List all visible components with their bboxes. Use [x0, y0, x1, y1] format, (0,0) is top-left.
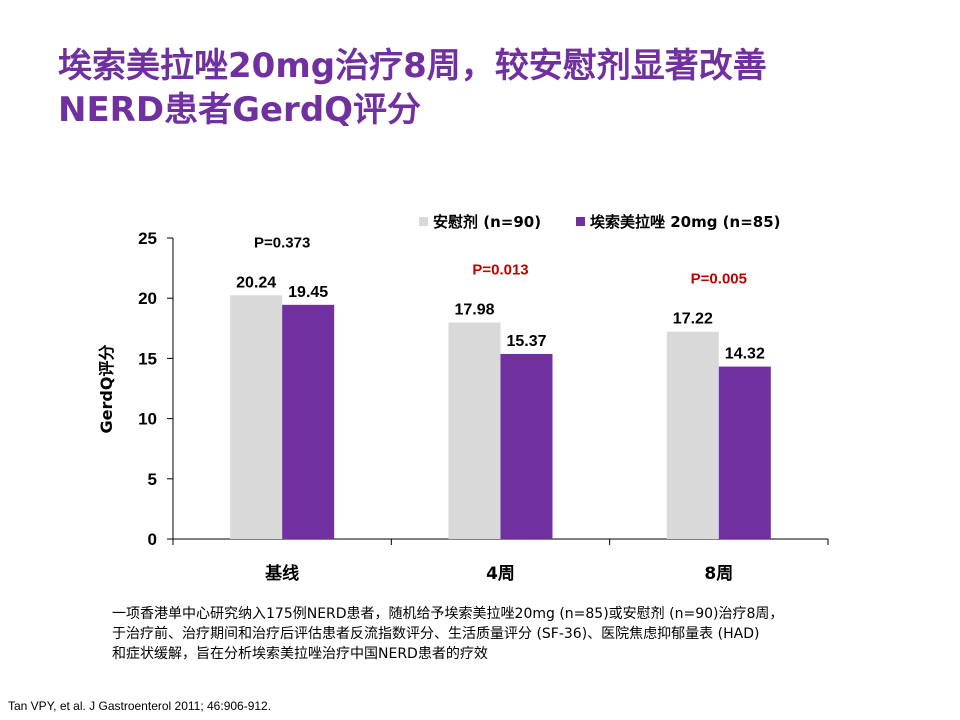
- citation: Tan VPY, et al. J Gastroenterol 2011; 46…: [8, 699, 272, 713]
- data-label: 15.37: [506, 333, 546, 350]
- bar-series-2: [718, 366, 771, 539]
- y-tick-label: 5: [148, 470, 157, 489]
- y-tick-label: 15: [138, 349, 157, 368]
- bar-series-1: [666, 331, 719, 539]
- y-axis-label: GerdQ评分: [97, 345, 116, 434]
- study-description-line-2: 于治疗前、治疗期间和治疗后评估患者反流指数评分、生活质量评分 (SF-36)、医…: [112, 626, 760, 642]
- gerdq-bar-chart: 0 5 10 15 20 25 GerdQ评分 20.24 19.45 基线 P=0.373 17.9…: [97, 213, 829, 584]
- bar-series-2: [500, 353, 553, 539]
- legend-swatch-1: [419, 217, 428, 226]
- bar-series-1: [230, 295, 283, 539]
- p-value-label: P=0.005: [691, 271, 747, 288]
- p-value-label: P=0.013: [472, 262, 528, 279]
- data-label: 14.32: [725, 346, 765, 363]
- y-tick-label: 0: [148, 530, 157, 549]
- x-category-label: 基线: [264, 563, 299, 584]
- data-label: 17.98: [454, 302, 494, 319]
- bar-series-2: [282, 304, 335, 539]
- data-label: 20.24: [236, 274, 276, 291]
- p-value-label: P=0.373: [254, 234, 310, 251]
- data-label: 19.45: [288, 284, 328, 301]
- study-description: 一项香港单中心研究纳入175例NERD患者，随机给予埃索美拉唑20mg (n=8…: [112, 604, 872, 664]
- slide-title: 埃索美拉唑20mg治疗8周，较安慰剂显著改善 NERD患者GerdQ评分: [58, 44, 918, 132]
- y-tick-label: 10: [138, 410, 157, 429]
- title-line-2: NERD患者GerdQ评分: [58, 90, 422, 130]
- bar-series-1: [448, 322, 501, 539]
- title-line-1: 埃索美拉唑20mg治疗8周，较安慰剂显著改善: [58, 46, 767, 86]
- legend-label-2: 埃索美拉唑 20mg (n=85): [590, 213, 781, 231]
- legend-swatch-2: [576, 217, 585, 226]
- x-category-label: 4周: [486, 564, 515, 584]
- data-label: 17.22: [673, 311, 713, 328]
- y-tick-label: 20: [138, 289, 157, 308]
- legend-label-1: 安慰剂 (n=90): [433, 213, 541, 231]
- x-category-label: 8周: [704, 564, 733, 584]
- study-description-line-1: 一项香港单中心研究纳入175例NERD患者，随机给予埃索美拉唑20mg (n=8…: [112, 606, 784, 622]
- study-description-line-3: 和症状缓解，旨在分析埃索美拉唑治疗中国NERD患者的疗效: [112, 646, 488, 662]
- y-tick-label: 25: [138, 229, 157, 248]
